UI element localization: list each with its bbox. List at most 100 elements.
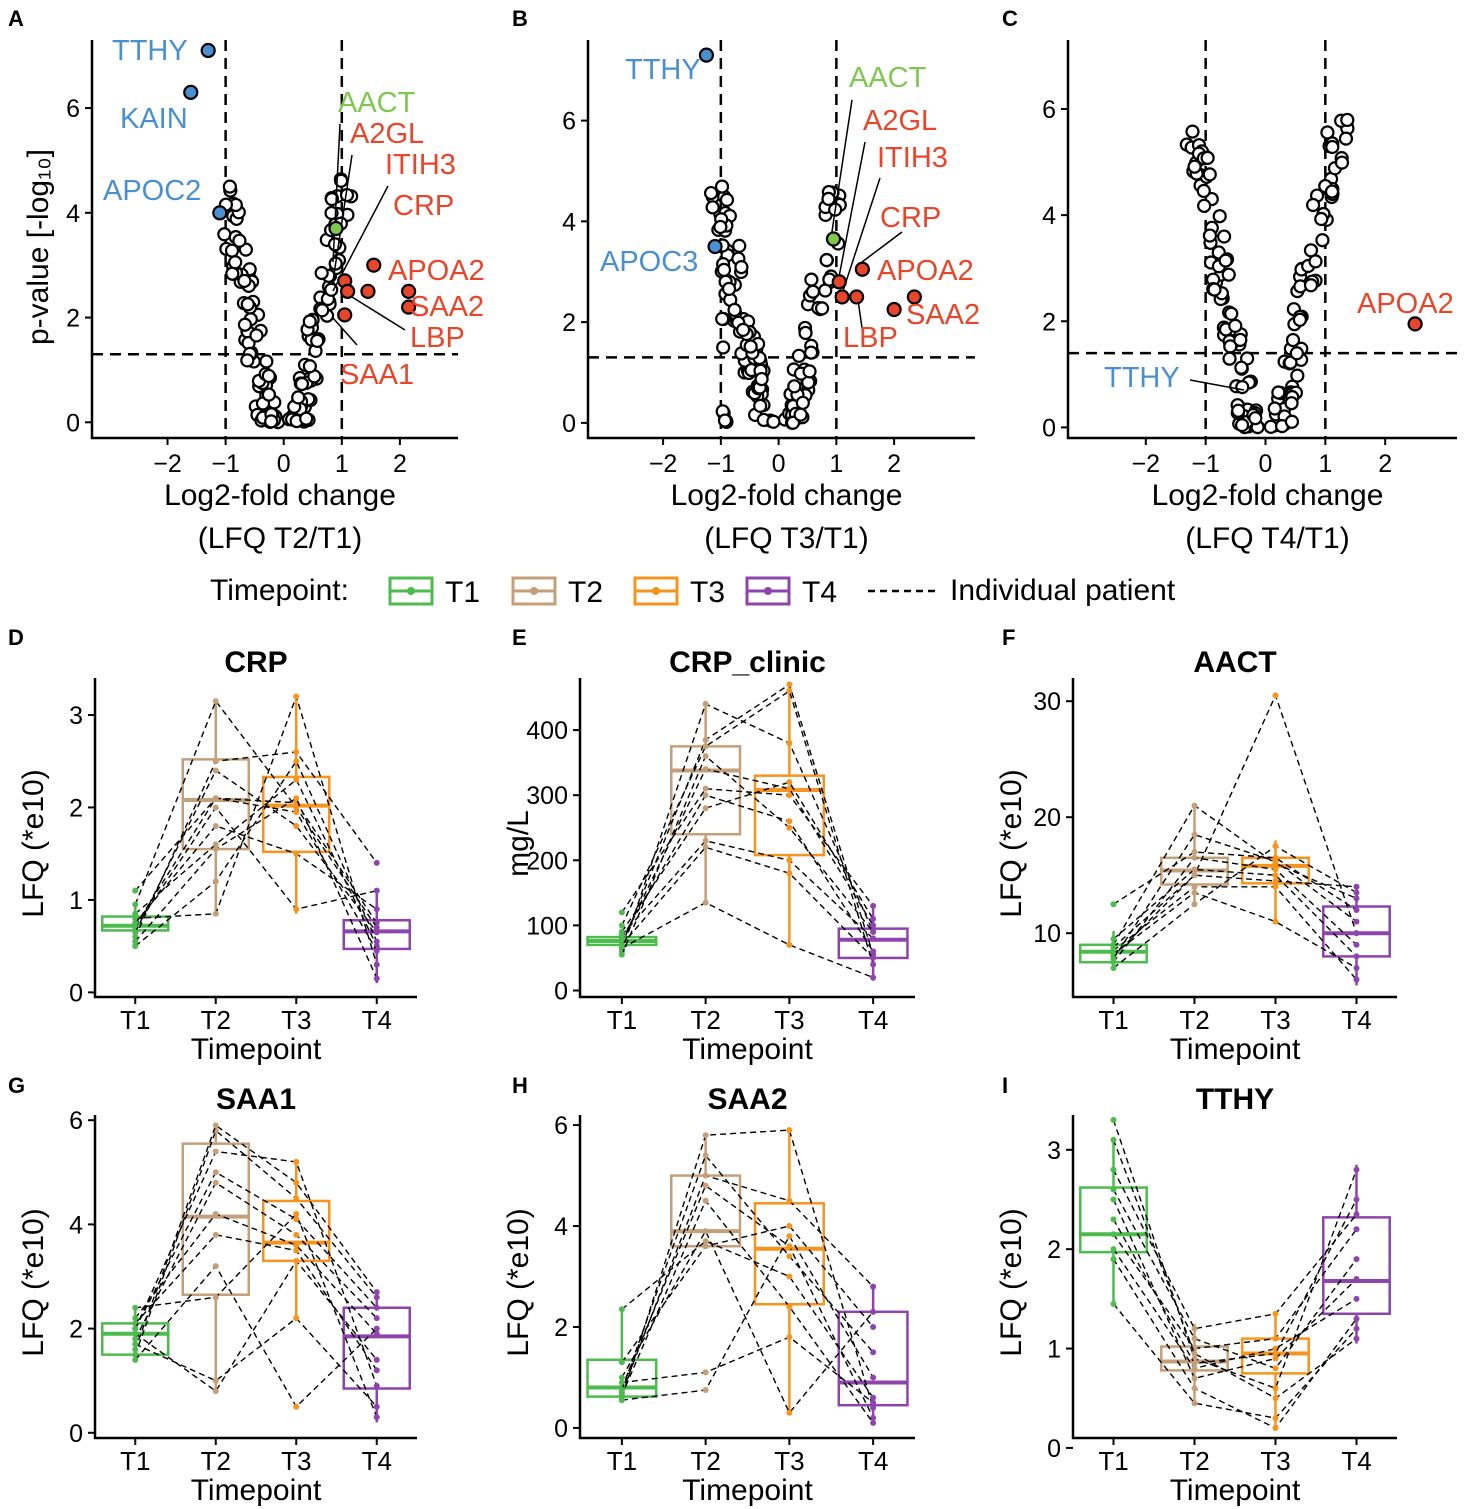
patient-point bbox=[373, 1304, 380, 1311]
patient-line bbox=[134, 759, 378, 947]
y-tick-label: 4 bbox=[562, 208, 576, 236]
x-tick-label: 0 bbox=[1259, 450, 1273, 478]
protein-point bbox=[1305, 197, 1321, 213]
patient-point bbox=[1353, 1226, 1360, 1233]
x-tick-label: T1 bbox=[120, 1446, 150, 1476]
patient-line bbox=[134, 1150, 378, 1387]
y-axis-title: LFQ (*e10) bbox=[995, 769, 1028, 917]
patient-point bbox=[870, 1404, 877, 1411]
patient-point bbox=[293, 1195, 300, 1202]
y-tick-label: 4 bbox=[1042, 202, 1056, 230]
chart-title: SAA2 bbox=[707, 1083, 787, 1116]
highlight-label-lbp: LBP bbox=[843, 322, 898, 354]
patient-point bbox=[870, 915, 877, 922]
protein-point bbox=[1224, 306, 1239, 321]
patient-point bbox=[212, 1122, 219, 1129]
patient-point bbox=[293, 748, 300, 755]
y-tick-label: 6 bbox=[69, 1107, 83, 1135]
patient-point bbox=[373, 929, 380, 936]
patient-point bbox=[702, 805, 709, 812]
protein-point bbox=[795, 395, 810, 410]
patient-point bbox=[1272, 866, 1279, 873]
patient-point bbox=[1353, 1315, 1360, 1322]
patient-point bbox=[702, 1369, 709, 1376]
protein-point bbox=[1202, 228, 1218, 243]
protein-point bbox=[1197, 198, 1212, 213]
panel-A: A −2 −1 0 1 2 0 2 4 6 Log2-fold change (LFQ T2/T1) p… bbox=[8, 6, 485, 555]
panel-D: D CRP 0 1 2 3 T1 T2 T3 T4 Timepoint LFQ (*e10) bbox=[8, 625, 417, 1066]
protein-point bbox=[1187, 159, 1202, 174]
patient-point bbox=[212, 1148, 219, 1155]
legend-swatch-dot bbox=[407, 587, 415, 595]
patient-point bbox=[373, 906, 380, 913]
legend-label-t1: T1 bbox=[445, 576, 480, 609]
protein-point bbox=[1284, 414, 1300, 429]
patient-point bbox=[212, 1179, 219, 1186]
patient-line bbox=[621, 1184, 874, 1419]
patient-line bbox=[621, 1174, 874, 1393]
patient-point bbox=[212, 1263, 219, 1270]
protein-point bbox=[821, 191, 836, 207]
patient-point bbox=[373, 924, 380, 931]
patient-point bbox=[1110, 955, 1117, 962]
x-tick-label: −2 bbox=[649, 450, 678, 478]
patient-line bbox=[621, 794, 874, 952]
protein-point bbox=[1334, 155, 1350, 170]
highlight-label-apoa2: APOA2 bbox=[1357, 288, 1454, 320]
y-tick-label: 0 bbox=[1047, 1435, 1061, 1463]
protein-point bbox=[1196, 183, 1211, 199]
patient-point bbox=[1272, 1310, 1279, 1317]
panel-letter: I bbox=[1002, 1073, 1008, 1098]
leader-line bbox=[351, 296, 406, 331]
protein-point bbox=[1222, 351, 1237, 366]
patient-point bbox=[373, 947, 380, 954]
patient-point bbox=[702, 753, 709, 760]
patient-line bbox=[134, 1129, 378, 1355]
protein-point bbox=[1231, 403, 1246, 418]
protein-point bbox=[1292, 312, 1308, 327]
protein-point bbox=[222, 179, 237, 194]
patient-point bbox=[293, 1257, 300, 1264]
patient-point bbox=[702, 1197, 709, 1204]
protein-point bbox=[716, 262, 732, 277]
y-tick-label: 300 bbox=[526, 782, 568, 810]
patient-point bbox=[618, 922, 625, 929]
box-t4 bbox=[342, 1306, 412, 1390]
patient-point bbox=[786, 1253, 793, 1260]
protein-point bbox=[237, 317, 253, 332]
x-axis-subtitle: (LFQ T3/T1) bbox=[704, 522, 868, 555]
patient-line bbox=[1113, 891, 1357, 969]
patient-point bbox=[212, 1377, 219, 1384]
protein-point bbox=[1284, 396, 1299, 411]
highlight-label-kain: KAIN bbox=[120, 103, 188, 135]
patient-point bbox=[1353, 1196, 1360, 1203]
protein-point bbox=[1314, 211, 1329, 227]
patient-point bbox=[1272, 1350, 1279, 1357]
protein-point bbox=[324, 282, 339, 297]
patient-line bbox=[1113, 693, 1358, 957]
patient-point bbox=[293, 758, 300, 765]
highlight-label-aact: AACT bbox=[849, 62, 927, 94]
protein-point bbox=[766, 414, 781, 429]
patient-point bbox=[1353, 907, 1360, 913]
patient-point bbox=[1353, 1335, 1360, 1342]
highlight-point-aact bbox=[825, 231, 842, 247]
x-tick-label: T3 bbox=[1260, 1005, 1290, 1035]
chart-title: TTHY bbox=[1196, 1083, 1274, 1116]
patient-point bbox=[870, 1399, 877, 1406]
patient-point bbox=[618, 1306, 625, 1313]
highlight-point-tthy bbox=[200, 42, 216, 59]
legend-swatch-dot bbox=[530, 587, 538, 595]
x-tick-label: T2 bbox=[201, 1446, 231, 1476]
patient-point bbox=[786, 824, 793, 831]
protein-point bbox=[1234, 360, 1249, 375]
patient-point bbox=[786, 1233, 793, 1240]
patient-point bbox=[1353, 1166, 1360, 1173]
patient-point bbox=[870, 1308, 877, 1315]
patient-point bbox=[1353, 965, 1360, 971]
patient-point bbox=[786, 740, 793, 747]
patient-point bbox=[373, 1382, 380, 1389]
x-tick-label: T1 bbox=[120, 1005, 150, 1035]
patient-point bbox=[1353, 883, 1360, 890]
patient-point bbox=[702, 792, 709, 799]
